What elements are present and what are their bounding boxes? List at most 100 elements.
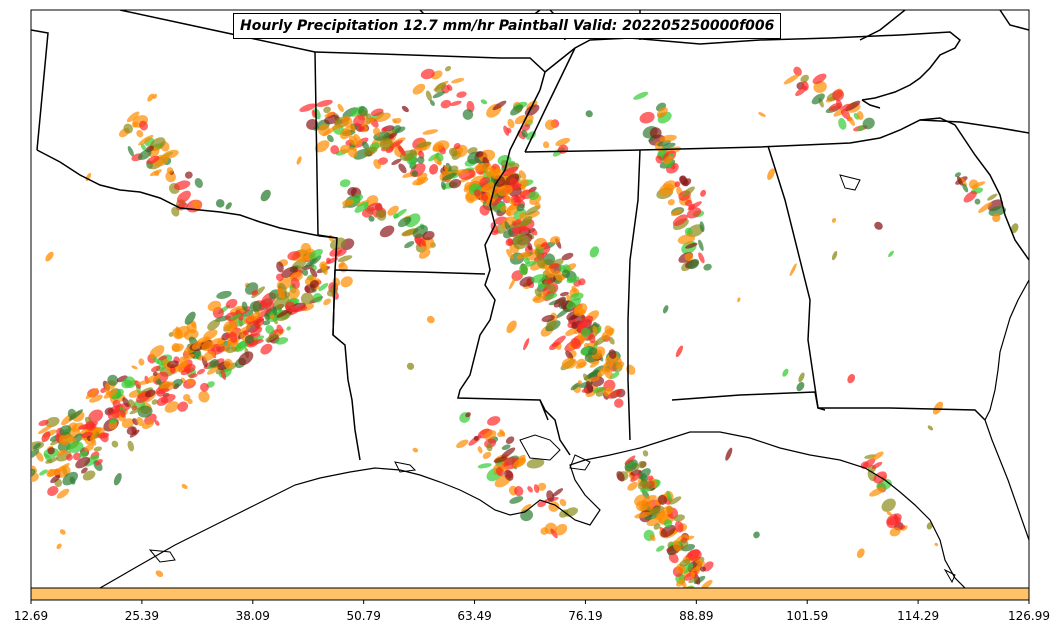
precip-blob	[685, 242, 698, 249]
precip-blob	[75, 456, 91, 469]
precip-blob	[225, 346, 238, 353]
precip-blob	[296, 156, 302, 165]
precip-blob	[196, 368, 206, 375]
precip-blob	[277, 287, 286, 299]
precip-blob	[308, 249, 323, 260]
precip-blob	[978, 202, 993, 213]
precip-blob	[583, 373, 590, 383]
precip-blob	[673, 514, 686, 522]
map-title: Hourly Precipitation 12.7 mm/hr Paintbal…	[233, 13, 782, 39]
precip-blob	[184, 311, 196, 325]
precip-blob	[89, 436, 97, 446]
precip-blob	[171, 378, 183, 388]
precip-blob	[703, 263, 712, 271]
precip-blob	[565, 350, 574, 360]
state-borders	[31, 10, 1029, 461]
precip-blob	[348, 135, 358, 146]
precip-blob	[512, 233, 527, 242]
precip-blob	[571, 321, 578, 330]
precip-blob	[522, 114, 534, 125]
precip-blob	[561, 269, 571, 278]
precip-blob	[82, 470, 96, 481]
precip-blob	[128, 399, 136, 409]
precip-blob	[418, 249, 431, 259]
precip-blob	[505, 238, 514, 247]
precip-blob	[223, 319, 238, 332]
precip-blob	[968, 179, 979, 190]
precip-blob	[334, 249, 347, 257]
precip-blob	[561, 357, 577, 369]
precip-blob	[537, 482, 547, 491]
precip-blob	[663, 155, 674, 165]
precip-blob	[150, 365, 161, 373]
coastal-details	[148, 174, 956, 584]
precip-blob	[992, 213, 1001, 223]
precip-blob	[545, 266, 555, 278]
precip-blob	[406, 362, 415, 370]
precip-blob	[501, 444, 511, 450]
precip-blob	[789, 263, 797, 277]
precip-blob	[10, 443, 27, 458]
precip-blob	[614, 398, 624, 408]
precip-blob	[523, 257, 530, 264]
precip-blob	[453, 143, 461, 150]
precip-blob	[676, 578, 685, 587]
precip-blob	[841, 103, 851, 110]
precip-blob	[316, 99, 333, 107]
precip-blob	[782, 368, 789, 377]
precip-blob	[217, 339, 225, 347]
precip-blob	[580, 327, 591, 338]
precip-blob	[504, 469, 514, 481]
precip-blob	[309, 268, 318, 278]
precip-blob	[477, 446, 483, 454]
precip-blob	[180, 368, 191, 376]
precip-blob	[462, 109, 474, 120]
precip-blob	[412, 83, 426, 95]
precip-blob	[507, 118, 515, 129]
precip-blob	[412, 447, 419, 453]
precip-blob	[566, 294, 572, 303]
precip-blob	[403, 152, 414, 161]
precip-blob	[323, 298, 331, 306]
precip-blob	[354, 137, 369, 148]
precip-blob	[550, 528, 558, 539]
precip-blob	[45, 457, 58, 464]
precip-blob	[554, 523, 568, 536]
precip-blob	[38, 425, 53, 435]
precip-blob	[203, 350, 216, 362]
precip-blob	[886, 511, 892, 516]
precip-blob	[94, 459, 103, 466]
precip-blob	[160, 394, 176, 404]
precip-blob	[684, 227, 693, 237]
precip-blob	[649, 534, 656, 542]
precip-blob	[140, 143, 147, 151]
precip-blob	[45, 251, 54, 262]
precip-blob	[1010, 223, 1019, 234]
precip-blob	[173, 180, 191, 190]
precip-blob	[671, 208, 683, 217]
colorbar-tick-label: 12.69	[13, 609, 49, 623]
precip-blob	[38, 419, 49, 427]
precip-blob	[340, 276, 353, 288]
precip-blob	[246, 311, 262, 322]
precip-blob	[299, 103, 317, 113]
precip-blob	[886, 513, 902, 526]
precip-blob	[988, 206, 1007, 217]
precip-blob	[109, 418, 118, 424]
precip-blob	[758, 112, 766, 117]
precip-blob	[209, 359, 220, 368]
precip-blob	[225, 298, 238, 309]
precip-blob	[767, 168, 775, 180]
precip-blob	[533, 484, 540, 494]
precip-blob	[272, 305, 278, 316]
precip-blob	[174, 325, 190, 339]
precip-blob	[432, 142, 444, 152]
precip-blob	[425, 90, 432, 102]
precip-blob	[422, 231, 435, 241]
precip-blob	[838, 118, 847, 130]
florida-east-coast	[984, 419, 1029, 541]
precip-blob	[646, 475, 654, 481]
precip-blob	[504, 221, 511, 232]
precip-blob	[397, 216, 412, 228]
precip-blob	[552, 488, 564, 497]
